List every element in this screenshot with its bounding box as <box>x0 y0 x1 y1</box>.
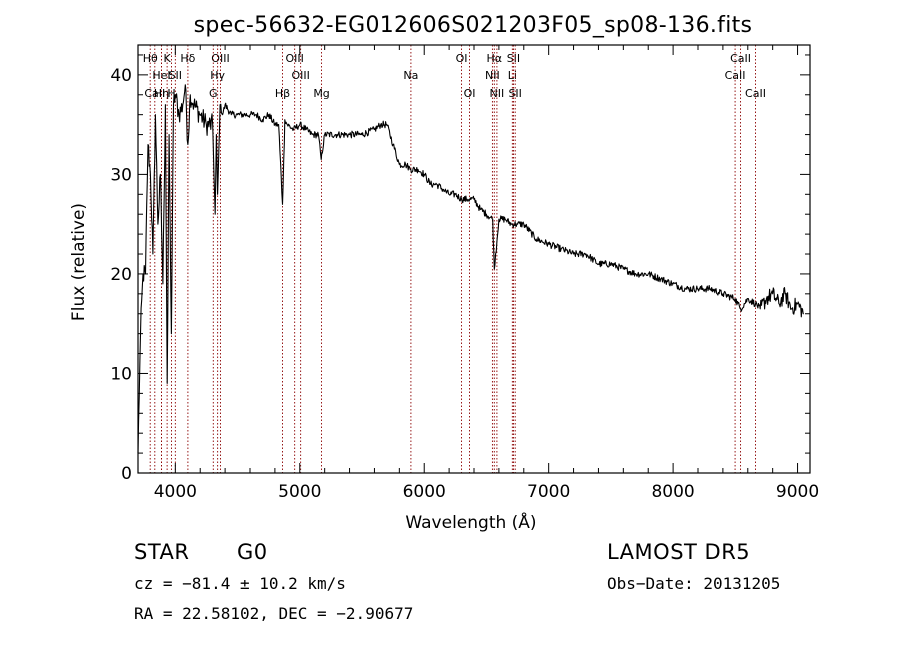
object-class-label: STAR <box>134 540 190 564</box>
spectrum-series-line <box>137 84 804 454</box>
line-label-1: CaII <box>144 87 165 100</box>
x-axis-label: Wavelength (Å) <box>405 511 536 533</box>
spectral-subclass-label: G0 <box>237 540 268 564</box>
y-tick-label: 10 <box>110 364 132 384</box>
plot-frame <box>137 44 811 474</box>
axis-ticks-layer: 4000 5000 6000 7000 8000 9000 0 10 20 30 40 <box>110 45 819 502</box>
line-label-9: Hγ <box>210 69 225 82</box>
line-label-12: OIII <box>285 52 303 65</box>
y-tick-label: 20 <box>110 265 132 285</box>
x-tick-label: 4000 <box>154 482 197 502</box>
line-label-0: Hθ <box>143 52 158 65</box>
line-label-15: Na <box>403 69 418 82</box>
line-label-8: OIII <box>211 52 229 65</box>
y-tick-label: 30 <box>110 165 132 185</box>
line-label-24: CaII <box>730 52 751 65</box>
line-label-2: HeI <box>152 69 170 82</box>
y-tick-label: 0 <box>121 464 132 484</box>
line-label-20: NII <box>490 87 505 100</box>
line-label-6: SII <box>169 69 182 82</box>
line-label-7: Hδ <box>180 52 195 65</box>
line-label-18: Hα <box>487 52 503 65</box>
y-tick-label: 40 <box>110 66 132 86</box>
observation-date-label: Obs−Date: 20131205 <box>607 574 781 593</box>
survey-label: LAMOST DR5 <box>607 540 751 564</box>
line-label-23: SII <box>508 87 521 100</box>
line-label-4: K <box>164 52 172 65</box>
line-label-13: OIII <box>291 69 309 82</box>
x-tick-label: 8000 <box>651 482 694 502</box>
line-label-26: CaII <box>745 87 766 100</box>
coordinates-label: RA = 22.58102, DEC = −2.90677 <box>134 604 414 623</box>
line-label-3: Hη <box>154 87 169 100</box>
line-label-16: OI <box>456 52 468 65</box>
x-tick-label: 9000 <box>776 482 819 502</box>
x-tick-label: 5000 <box>278 482 321 502</box>
chart-title: spec-56632-EG012606S021203F05_sp08-136.f… <box>194 13 753 38</box>
line-label-25: CaII <box>725 69 746 82</box>
redshift-velocity-label: cz = −81.4 ± 10.2 km/s <box>134 574 346 593</box>
line-label-19: NII <box>485 69 500 82</box>
line-label-22: Li <box>508 69 517 82</box>
x-tick-label: 7000 <box>527 482 570 502</box>
line-label-21: SII <box>507 52 520 65</box>
x-tick-label: 6000 <box>403 482 446 502</box>
line-label-11: Hβ <box>275 87 290 100</box>
y-axis-label: Flux (relative) <box>69 203 89 321</box>
line-label-14: Mg <box>313 87 329 100</box>
line-label-10: G <box>209 87 218 100</box>
line-label-17: OI <box>464 87 476 100</box>
line-label-5: H <box>167 87 175 100</box>
